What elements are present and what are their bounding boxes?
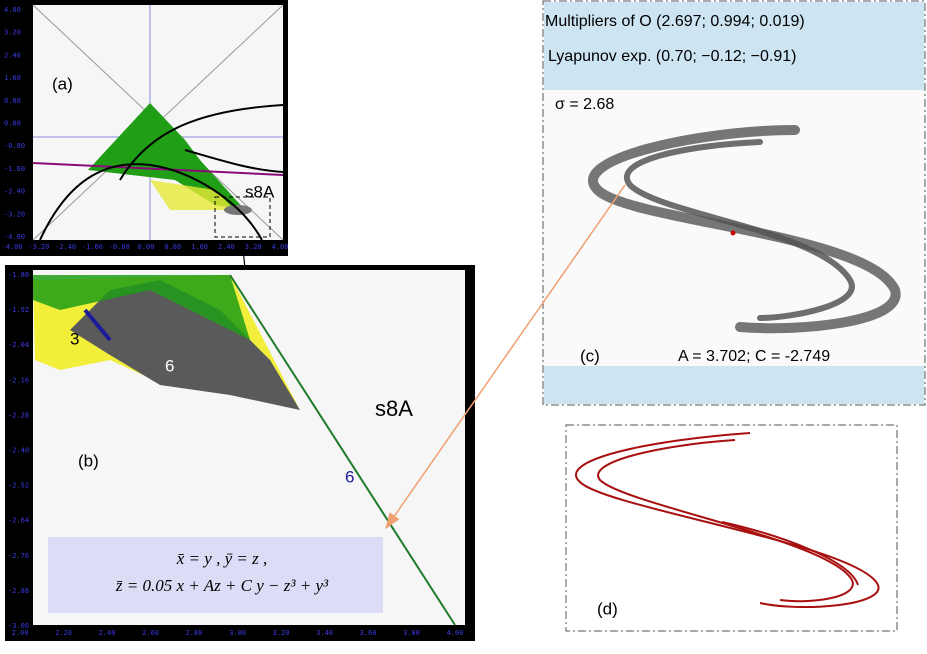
tick-label: 3.80: [403, 629, 420, 637]
panel-b: 3 6 6 s8A (b) x̄ = y , ȳ = z , z̄ = 0.05…: [5, 265, 475, 641]
tick-label: 0.00: [138, 243, 155, 251]
panel-label: (d): [597, 599, 618, 618]
multipliers: Multipliers of O (2.697; 0.994; 0.019): [545, 13, 805, 30]
tick-label: -0.80: [4, 142, 25, 150]
tick-label: 2.40: [4, 51, 21, 59]
lyapunov: Lyapunov exp. (0.70; −0.12; −0.91): [548, 48, 796, 65]
tick-label: -2.88: [8, 587, 29, 595]
tick-label: 2.60: [142, 629, 159, 637]
period-label: 6: [345, 467, 354, 486]
panel-c: Multipliers of O (2.697; 0.994; 0.019) L…: [542, 0, 926, 406]
tick-label: -2.40: [4, 188, 25, 196]
tick-label: 1.60: [191, 243, 208, 251]
tick-label: 0.80: [164, 243, 181, 251]
tick-label: 4.00: [4, 6, 21, 14]
tick-label: -1.92: [8, 306, 29, 314]
tick-label: 0.00: [4, 120, 21, 128]
tick-label: -1.80: [8, 271, 29, 279]
tick-label: -1.60: [82, 243, 103, 251]
period-label: 3: [70, 329, 79, 348]
panel-label: (a): [52, 74, 73, 93]
tick-label: -2.40: [8, 447, 29, 455]
tick-label: -0.80: [109, 243, 130, 251]
tick-label: 2.80: [186, 629, 203, 637]
tick-label: 0.80: [4, 97, 21, 105]
tick-label: 4.00: [447, 629, 464, 637]
sigma: σ = 2.68: [555, 96, 614, 113]
tick-label: 2.20: [55, 629, 72, 637]
panel-d: (d): [565, 424, 898, 632]
tick-label: 3.20: [245, 243, 262, 251]
tick-label: -2.04: [8, 341, 29, 349]
tick-label: -3.20: [28, 243, 49, 251]
tick-label: -3.00: [8, 622, 29, 630]
tick-label: 4.00: [272, 243, 289, 251]
tick-label: -3.20: [4, 210, 25, 218]
tick-label: 1.60: [4, 74, 21, 82]
tick-label: 2.40: [218, 243, 235, 251]
tick-label: -2.16: [8, 376, 29, 384]
period-label: 6: [165, 356, 174, 375]
panel-label: (b): [78, 451, 99, 470]
tick-label: -2.52: [8, 482, 29, 490]
region-label: s8A: [375, 396, 413, 421]
tick-label: 3.60: [360, 629, 377, 637]
tick-label: 3.20: [273, 629, 290, 637]
tick-label: 3.00: [229, 629, 246, 637]
params: A = 3.702; C = -2.749: [678, 348, 830, 365]
tick-label: 2.00: [12, 629, 29, 637]
panel-label: (c): [580, 346, 600, 365]
tick-label: -4.00: [4, 233, 25, 241]
tick-label: 2.40: [99, 629, 116, 637]
formula: x̄ = y , ȳ = z ,: [176, 549, 267, 568]
tick-label: -2.40: [55, 243, 76, 251]
tick-label: -1.60: [4, 165, 25, 173]
formula: z̄ = 0.05 x + Az + C y − z³ + y³: [115, 576, 329, 595]
tick-label: -2.28: [8, 411, 29, 419]
tick-label: -2.64: [8, 517, 29, 525]
tick-label: -2.76: [8, 552, 29, 560]
tick-label: 3.20: [4, 29, 21, 37]
panel-a: (a) s8A -4.00 -3.20 -2.40 -1.60 -0.80 0.00 0.8…: [0, 0, 288, 256]
tick-label: -4.00: [1, 243, 22, 251]
region-label: s8A: [245, 182, 275, 201]
tick-label: 3.40: [316, 629, 333, 637]
